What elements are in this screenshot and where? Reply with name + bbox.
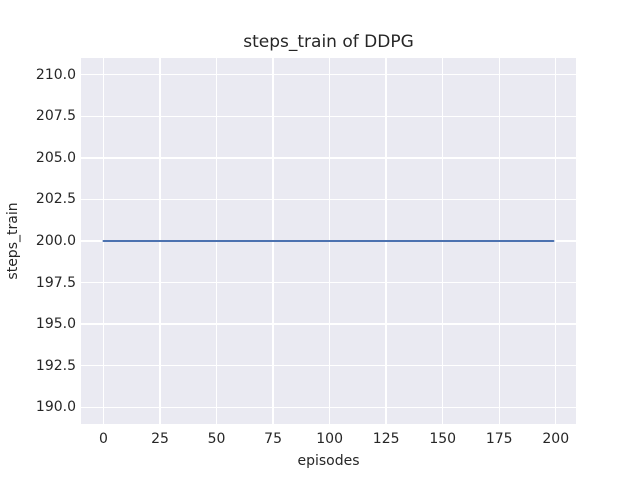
x-tick-label: 150 xyxy=(429,431,457,447)
x-tick-label: 50 xyxy=(207,431,226,447)
chart-title: steps_train of DDPG xyxy=(243,32,414,52)
x-axis-label: episodes xyxy=(297,453,360,469)
y-tick-label: 192.5 xyxy=(35,357,76,374)
x-tick-label: 25 xyxy=(151,431,169,447)
gridline-horizontal xyxy=(81,281,576,284)
y-tick-label: 200.0 xyxy=(35,233,76,249)
gridline-horizontal xyxy=(81,365,576,367)
y-tick-label: 197.5 xyxy=(35,274,76,291)
y-tick-label: 202.5 xyxy=(35,191,76,208)
gridline-horizontal xyxy=(81,198,576,201)
series-layer xyxy=(102,239,555,243)
x-tick-label: 0 xyxy=(99,431,108,447)
x-tick-label: 125 xyxy=(372,431,400,447)
gridline-horizontal xyxy=(81,73,576,76)
x-tick-label: 175 xyxy=(485,431,513,447)
y-tick-label: 207.5 xyxy=(35,108,76,125)
y-tick-label: 190.0 xyxy=(35,399,76,416)
y-tick-label: 210.0 xyxy=(35,66,76,83)
gridline-horizontal xyxy=(81,115,576,117)
gridline-horizontal xyxy=(81,157,576,159)
y-tick-label: 195.0 xyxy=(35,316,76,333)
y-tick-label: 205.0 xyxy=(35,149,76,166)
x-tick-label: 75 xyxy=(264,431,283,447)
x-tick-label: 100 xyxy=(316,431,343,447)
gridline-horizontal xyxy=(81,406,576,409)
plot-area xyxy=(81,58,576,424)
gridline-horizontal xyxy=(81,323,576,325)
x-tick-label: 200 xyxy=(542,431,570,447)
